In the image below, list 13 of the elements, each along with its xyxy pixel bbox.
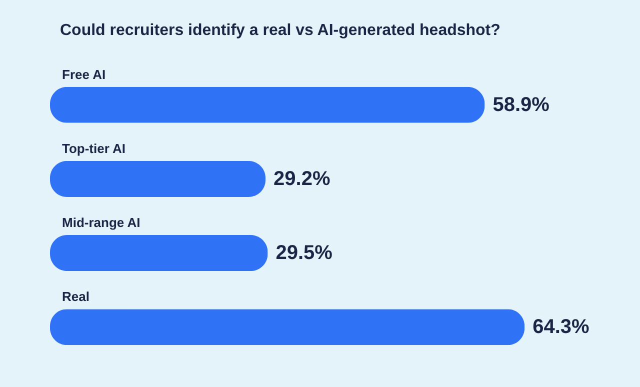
bar (50, 160, 266, 197)
data-label: 58.9% (492, 94, 550, 116)
data-label: 29.2% (274, 168, 330, 190)
bar (50, 235, 268, 272)
y-tick-label: Free AI (62, 66, 106, 82)
data-label: 29.5% (276, 242, 333, 264)
y-tick-label: Mid-range AI (62, 215, 140, 230)
data-label: 64.3% (532, 316, 590, 338)
bar (50, 309, 525, 346)
bar (50, 86, 485, 123)
y-tick-label: Top-tier AI (62, 140, 126, 156)
chart-title: Could recruiters identify a real vs AI-generated headshot? (60, 22, 500, 39)
y-tick-label: Real (62, 289, 90, 304)
